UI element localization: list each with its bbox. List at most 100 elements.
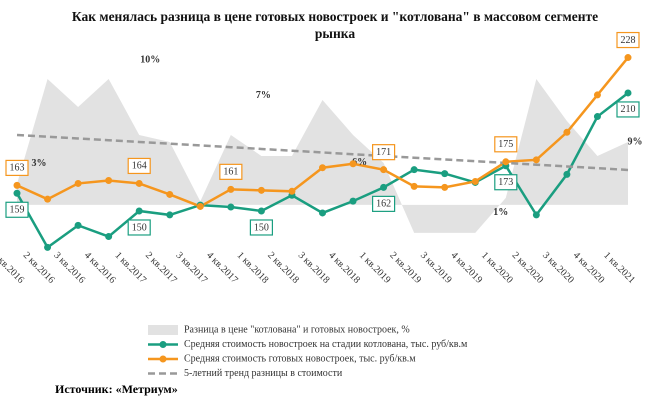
x-tick-label: 3 кв.2019 xyxy=(418,250,454,286)
data-label-text: 164 xyxy=(132,161,147,172)
x-tick-label: 1 кв.2020 xyxy=(479,250,515,286)
point xyxy=(319,164,326,172)
data-label-box xyxy=(219,163,243,180)
point xyxy=(593,91,601,99)
chart-title: Как менялась разница в цене готовых ново… xyxy=(71,9,599,41)
x-tick-label: 3 кв.2020 xyxy=(540,250,576,286)
data-label: 150 xyxy=(127,219,151,236)
data-label-box xyxy=(5,159,29,177)
point xyxy=(166,211,174,219)
x-tick-label: 2 кв.2017 xyxy=(143,250,179,286)
point xyxy=(166,190,174,198)
trend-line xyxy=(16,133,629,172)
point xyxy=(380,183,388,191)
point xyxy=(471,177,479,185)
data-label-text: 150 xyxy=(132,222,147,233)
legend-swatch xyxy=(148,325,178,335)
point xyxy=(441,170,449,178)
point xyxy=(257,186,265,194)
data-label-text: 150 xyxy=(254,222,269,233)
data-label-box xyxy=(249,219,273,236)
point xyxy=(563,128,571,136)
data-label-box xyxy=(616,101,640,118)
data-label: 159 xyxy=(5,201,29,218)
legend-marker xyxy=(159,341,167,348)
x-tick-label: 3 кв.2016 xyxy=(51,250,87,286)
x-tick-label: 4 кв.2019 xyxy=(449,250,485,286)
x-tick-label: 2 кв.2019 xyxy=(387,250,423,286)
point xyxy=(502,158,510,166)
data-label-box xyxy=(616,31,640,49)
x-tick-label: 2 кв.2016 xyxy=(21,250,57,286)
data-label-text: 163 xyxy=(10,163,25,174)
x-tick-label: 3 кв.2017 xyxy=(174,250,210,286)
source: Источник: «Метриум» xyxy=(55,382,178,396)
area-label: 7% xyxy=(256,90,271,101)
point xyxy=(410,182,418,190)
data-label: 173 xyxy=(494,174,518,191)
x-tick-label: 4 кв.2017 xyxy=(204,250,240,286)
legend-label: 5-летний тренд разницы в стоимости xyxy=(184,368,343,379)
x-tick-label: 2 кв.2020 xyxy=(510,250,546,286)
data-label-box xyxy=(372,195,396,212)
point xyxy=(624,89,632,97)
point xyxy=(44,195,52,203)
x-tick-label: 3 кв.2018 xyxy=(296,250,332,286)
point xyxy=(624,54,632,62)
x-tick-label: 4 кв.2020 xyxy=(571,250,607,286)
x-tick-label: 4 кв.2018 xyxy=(326,250,362,286)
point xyxy=(532,156,540,164)
data-label-box xyxy=(494,136,518,153)
point xyxy=(227,203,235,211)
point xyxy=(349,160,357,168)
area-label: 3% xyxy=(32,158,47,169)
area-label: 6% xyxy=(352,157,367,168)
data-label: 164 xyxy=(127,157,151,175)
data-label-text: 171 xyxy=(376,147,391,158)
point xyxy=(319,209,326,217)
area-label: 9% xyxy=(628,136,643,147)
point xyxy=(349,197,357,205)
point xyxy=(441,183,449,191)
point xyxy=(135,207,143,215)
x-tick-label: 4 кв.2016 xyxy=(82,250,118,286)
point xyxy=(135,179,143,187)
data-label-box xyxy=(127,219,151,236)
legend-label: Разница в цене "котлована" и готовых нов… xyxy=(184,324,410,335)
point xyxy=(74,221,82,229)
point xyxy=(410,166,418,174)
data-label: 171 xyxy=(372,144,396,161)
x-tick-label: 1 кв.2019 xyxy=(357,250,393,286)
point xyxy=(380,166,388,174)
data-label-box xyxy=(372,144,396,161)
data-label: 163 xyxy=(5,159,29,177)
area-label: 1% xyxy=(493,207,508,218)
data-label: 162 xyxy=(372,195,396,212)
point xyxy=(532,211,540,219)
point xyxy=(105,233,113,241)
data-label: 210 xyxy=(616,101,640,118)
point xyxy=(563,170,571,178)
data-label-text: 173 xyxy=(498,177,513,188)
data-label-text: 210 xyxy=(621,104,636,115)
point xyxy=(288,187,296,195)
data-label: 175 xyxy=(494,136,518,153)
area-label: 10% xyxy=(140,54,160,65)
data-label-text: 228 xyxy=(621,35,636,46)
point xyxy=(105,176,113,184)
data-label: 150 xyxy=(249,219,273,236)
data-label: 228 xyxy=(616,31,640,49)
data-label-text: 161 xyxy=(223,167,238,178)
data-label-text: 159 xyxy=(10,205,25,216)
data-label-box xyxy=(127,157,151,175)
point xyxy=(13,189,21,197)
x-tick-label: 1 кв.2017 xyxy=(112,250,148,286)
x-tick-label: 1 кв.2018 xyxy=(235,250,271,286)
data-label-text: 175 xyxy=(498,139,513,150)
x-tick-label: 2 кв.2018 xyxy=(265,250,301,286)
legend-label: Средняя стоимость готовых новостроек, ты… xyxy=(184,353,416,364)
data-label-box xyxy=(494,174,518,191)
point xyxy=(13,181,21,189)
